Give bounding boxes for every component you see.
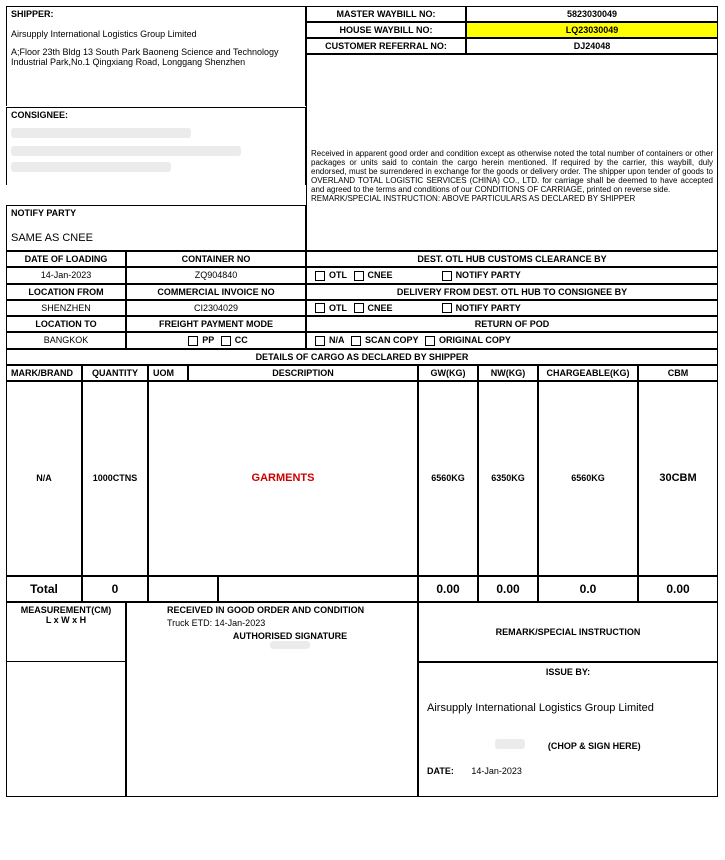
issue-by-label: ISSUE BY: — [427, 667, 709, 677]
h-gw: GW(KG) — [418, 365, 478, 381]
loc-to-label: LOCATION TO — [6, 316, 126, 332]
customer-referral-label: CUSTOMER REFERRAL NO: — [306, 38, 466, 54]
cargo-charge: 6560KG — [538, 381, 638, 576]
shipper-name: Airsupply International Logistics Group … — [11, 29, 301, 39]
checkbox-icon[interactable] — [221, 336, 231, 346]
meas-sub: L x W x H — [11, 615, 121, 625]
cargo-gw: 6560KG — [418, 381, 478, 576]
return-pod-label: RETURN OF POD — [306, 316, 718, 332]
checkbox-icon[interactable] — [188, 336, 198, 346]
issue-by-box: ISSUE BY: Airsupply International Logist… — [418, 662, 718, 797]
cargo-desc: GARMENTS — [148, 381, 418, 576]
notify-value: SAME AS CNEE — [11, 232, 301, 244]
h-mark: MARK/BRAND — [6, 365, 82, 381]
h-uom: UOM — [148, 365, 188, 381]
shipper-label: SHIPPER: — [11, 9, 301, 19]
issue-by: Airsupply International Logistics Group … — [427, 702, 709, 714]
h-desc: DESCRIPTION — [188, 365, 418, 381]
total-label: Total — [6, 576, 82, 602]
shipper-box: SHIPPER: Airsupply International Logisti… — [6, 6, 306, 106]
auth-sig: AUTHORISED SIGNATURE — [167, 631, 413, 641]
loc-from-label: LOCATION FROM — [6, 284, 126, 300]
terms-bottom-pad — [306, 205, 718, 251]
issue-date: 14-Jan-2023 — [471, 766, 522, 776]
received-label: RECEIVED IN GOOD ORDER AND CONDITION — [167, 605, 413, 615]
h-cbm: CBM — [638, 365, 718, 381]
checkbox-icon[interactable] — [354, 303, 364, 313]
cargo-nw: 6350KG — [478, 381, 538, 576]
total-qty: 0 — [82, 576, 148, 602]
h-nw: NW(KG) — [478, 365, 538, 381]
date-loading: 14-Jan-2023 — [6, 267, 126, 284]
checkbox-icon[interactable] — [315, 303, 325, 313]
consignee-box: CONSIGNEE: — [6, 107, 306, 185]
remark-line: REMARK/SPECIAL INSTRUCTION: ABOVE PARTIC… — [311, 194, 713, 203]
checkbox-icon[interactable] — [351, 336, 361, 346]
master-waybill-label: MASTER WAYBILL NO: — [306, 6, 466, 22]
total-nw: 0.00 — [478, 576, 538, 602]
freight-opts: PP CC — [126, 332, 306, 349]
house-waybill-no: LQ23030049 — [466, 22, 718, 38]
invoice-no: CI2304029 — [126, 300, 306, 317]
h-qty: QUANTITY — [82, 365, 148, 381]
checkbox-icon[interactable] — [315, 271, 325, 281]
customer-referral-no: DJ24048 — [466, 38, 718, 54]
container-no: ZQ904840 — [126, 267, 306, 284]
date-label: DATE: — [427, 766, 454, 776]
container-label: CONTAINER NO — [126, 251, 306, 267]
cargo-cbm: 30CBM — [638, 381, 718, 576]
shipper-addr: A;Floor 23th Bldg 13 South Park Baoneng … — [11, 47, 301, 67]
terms-box: Received in apparent good order and cond… — [306, 107, 718, 205]
loc-to: BANGKOK — [6, 332, 126, 349]
cargo-banner: DETAILS OF CARGO AS DECLARED BY SHIPPER — [6, 349, 718, 365]
checkbox-icon[interactable] — [354, 271, 364, 281]
measurement-body — [6, 662, 126, 797]
loc-from: SHENZHEN — [6, 300, 126, 317]
checkbox-icon[interactable] — [442, 303, 452, 313]
date-loading-label: DATE OF LOADING — [6, 251, 126, 267]
received-box: RECEIVED IN GOOD ORDER AND CONDITION Tru… — [126, 602, 418, 662]
dest-customs-label: DEST. OTL HUB CUSTOMS CLEARANCE BY — [306, 251, 718, 267]
dest-customs-opts: OTL CNEE NOTIFY PARTY — [306, 267, 718, 284]
chop-sign: (CHOP & SIGN HERE) — [548, 741, 641, 751]
notify-box: NOTIFY PARTY SAME AS CNEE — [6, 205, 306, 251]
total-charge: 0.0 — [538, 576, 638, 602]
total-cbm: 0.00 — [638, 576, 718, 602]
freight-label: FREIGHT PAYMENT MODE — [126, 316, 306, 332]
truck-etd: Truck ETD: 14-Jan-2023 — [167, 618, 413, 628]
consignee-label: CONSIGNEE: — [11, 110, 301, 120]
checkbox-icon[interactable] — [442, 271, 452, 281]
checkbox-icon[interactable] — [425, 336, 435, 346]
terms-text: Received in apparent good order and cond… — [311, 149, 713, 194]
master-waybill-no: 5823030049 — [466, 6, 718, 22]
blank-top — [306, 54, 718, 107]
house-waybill-label: HOUSE WAYBILL NO: — [306, 22, 466, 38]
signature-body — [126, 662, 418, 797]
return-pod-opts: N/A SCAN COPY ORIGINAL COPY — [306, 332, 718, 349]
cargo-qty: 1000CTNS — [82, 381, 148, 576]
total-gw: 0.00 — [418, 576, 478, 602]
notify-label: NOTIFY PARTY — [11, 208, 301, 218]
delivery-opts: OTL CNEE NOTIFY PARTY — [306, 300, 718, 317]
meas-label: MEASUREMENT(CM) — [11, 605, 121, 615]
measurement-box: MEASUREMENT(CM) L x W x H — [6, 602, 126, 662]
checkbox-icon[interactable] — [315, 336, 325, 346]
h-charge: CHARGEABLE(KG) — [538, 365, 638, 381]
delivery-label: DELIVERY FROM DEST. OTL HUB TO CONSIGNEE… — [306, 284, 718, 300]
invoice-label: COMMERCIAL INVOICE NO — [126, 284, 306, 300]
cargo-mark: N/A — [6, 381, 82, 576]
remark-label: REMARK/SPECIAL INSTRUCTION — [418, 602, 718, 662]
waybill-document: SHIPPER: Airsupply International Logisti… — [6, 6, 718, 797]
